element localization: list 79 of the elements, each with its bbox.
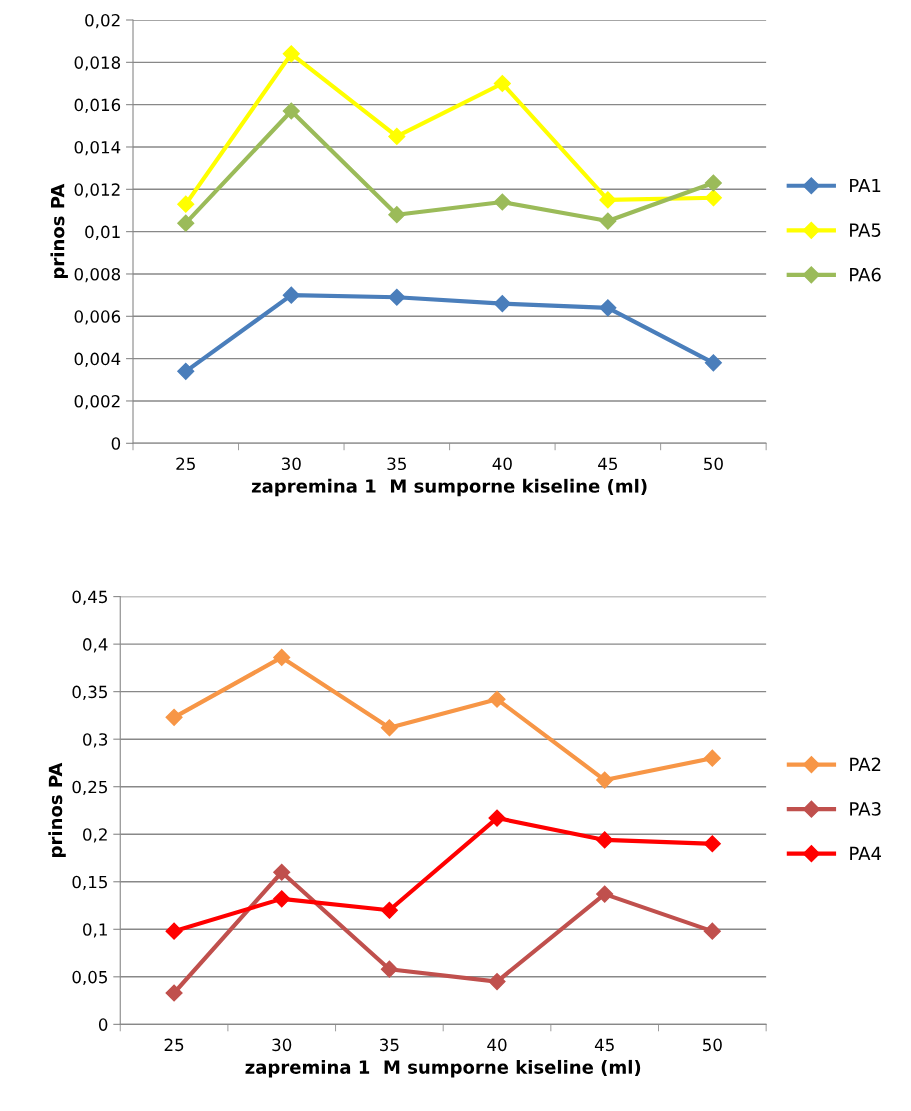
x-tick-label: 35 <box>380 1038 399 1052</box>
point <box>599 191 617 209</box>
point <box>493 74 511 93</box>
point <box>493 295 511 313</box>
y-tick-label: 0 <box>98 1018 108 1031</box>
y-tick-label: 0,45 <box>72 590 107 605</box>
point <box>493 193 511 211</box>
x-tick-label: 30 <box>272 1038 292 1052</box>
x-axis-title: zapremina 1 M sumporne kiseline (ml) <box>251 478 647 497</box>
point <box>488 809 506 827</box>
point <box>596 771 614 789</box>
point <box>165 708 183 726</box>
point <box>704 354 722 372</box>
y-tick-label: 0,05 <box>72 970 107 986</box>
x-tick-label: 50 <box>704 457 723 471</box>
y-tick-label: 0,014 <box>74 140 121 156</box>
y-tick-label: 0,15 <box>72 875 107 891</box>
y-tick-label: 0,018 <box>74 56 121 71</box>
x-tick-label: 25 <box>176 457 195 471</box>
point <box>165 922 183 940</box>
point <box>596 831 614 849</box>
point <box>165 984 183 1002</box>
x-tick-label: 30 <box>281 457 301 471</box>
y-tick-label: 0,004 <box>74 352 121 367</box>
y-tick-label: 0,006 <box>74 310 121 325</box>
x-tick-label: 50 <box>703 1038 722 1052</box>
y-tick-label: 0,35 <box>72 685 107 700</box>
y-tick-label: 0,008 <box>74 267 121 283</box>
legend-label: PA6 <box>850 267 881 282</box>
legend-label: PA1 <box>850 178 881 193</box>
y-tick-label: 0,012 <box>74 183 120 198</box>
y-tick-label: 0,002 <box>74 394 120 410</box>
y-tick-label: 0,2 <box>83 828 107 843</box>
legend-label: PA2 <box>850 757 881 771</box>
y-axis-title: prinos PA <box>50 183 68 279</box>
point <box>488 690 506 708</box>
y-tick-label: 0,1 <box>83 923 107 938</box>
y-tick-label: 0,02 <box>85 13 120 29</box>
x-tick-label: 45 <box>598 457 618 471</box>
point <box>703 922 721 940</box>
point <box>703 835 721 853</box>
legend-label: PA3 <box>850 802 881 816</box>
point <box>599 299 617 317</box>
x-tick-label: 45 <box>594 1038 614 1052</box>
point <box>273 890 291 908</box>
point <box>703 749 721 767</box>
point <box>380 901 398 919</box>
legend-label: PA4 <box>850 846 882 861</box>
point <box>177 362 195 380</box>
x-tick-label: 25 <box>164 1038 184 1052</box>
y-tick-label: 0 <box>111 437 121 450</box>
point <box>596 885 614 903</box>
y-tick-label: 0,4 <box>83 638 108 653</box>
point <box>282 102 300 120</box>
point <box>388 288 406 306</box>
point <box>273 648 291 666</box>
point <box>599 212 617 230</box>
point <box>282 286 300 304</box>
point <box>388 206 406 224</box>
x-axis-title: zapremina 1 M sumporne kiseline (ml) <box>245 1059 641 1078</box>
x-tick-label: 40 <box>492 457 512 471</box>
x-tick-label: 40 <box>487 1038 507 1052</box>
point <box>704 174 722 192</box>
y-axis-title: prinos PA <box>48 762 66 857</box>
y-tick-label: 0,25 <box>72 780 107 795</box>
point <box>488 973 506 991</box>
point <box>282 45 300 63</box>
y-tick-label: 0,01 <box>85 225 120 240</box>
point <box>273 863 291 881</box>
y-tick-label: 0,3 <box>83 733 108 748</box>
x-tick-label: 35 <box>387 457 406 471</box>
point <box>704 189 722 207</box>
y-tick-label: 0,016 <box>74 98 121 113</box>
point <box>177 214 195 232</box>
legend-label: PA5 <box>850 223 881 237</box>
point <box>380 719 398 737</box>
point <box>388 127 406 145</box>
point <box>177 195 195 213</box>
point <box>380 960 398 978</box>
